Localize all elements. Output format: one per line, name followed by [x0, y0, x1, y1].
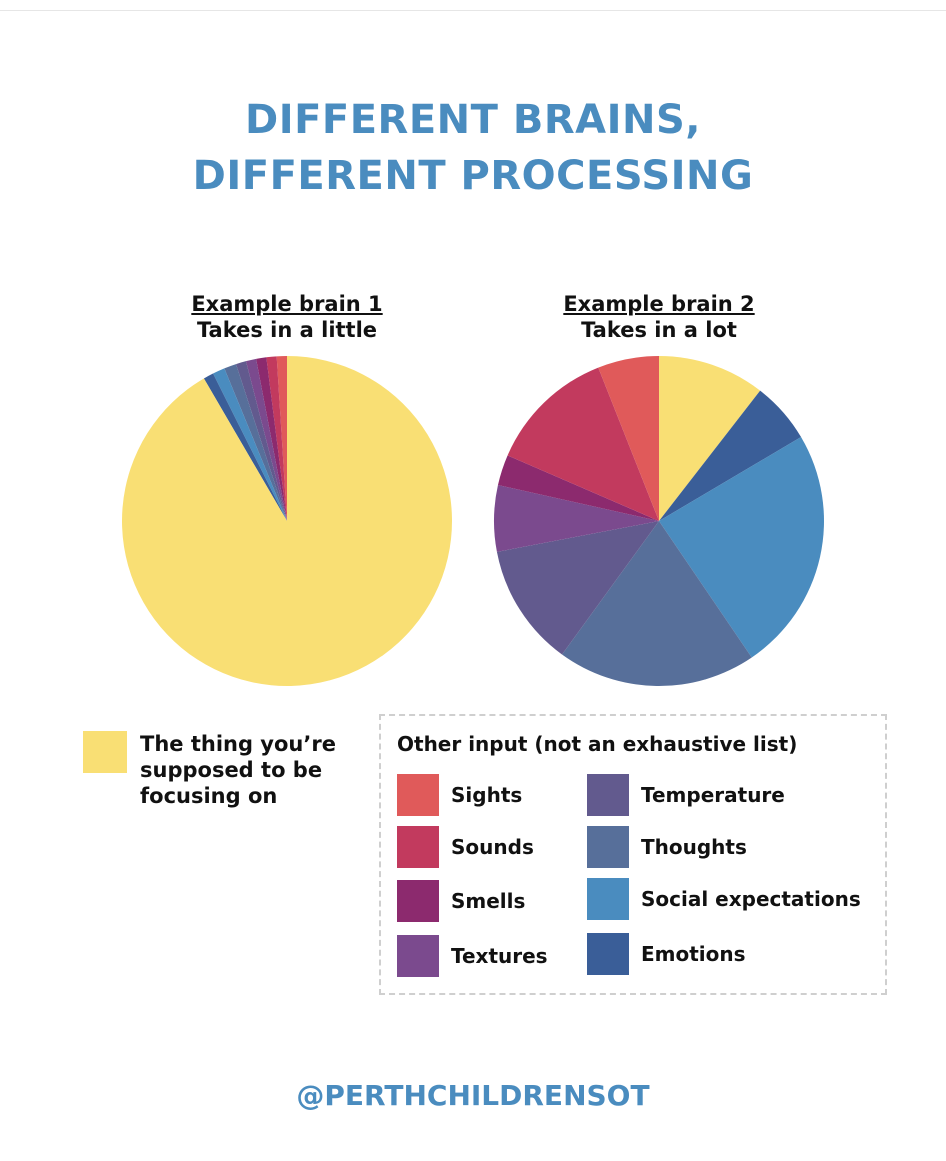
- legend-label-sounds: Sounds: [451, 835, 534, 859]
- legend-swatch-sounds: [397, 826, 439, 868]
- pie-2-slice-emotions: [659, 390, 802, 521]
- focus-legend-line-3: focusing on: [140, 784, 278, 808]
- legend-title: Other input (not an exhaustive list): [397, 732, 798, 756]
- chart-2-heading: Example brain 2 Takes in a lot: [489, 291, 829, 343]
- legend-swatch-social-expectations: [587, 878, 629, 920]
- pie-2-slice-sights: [598, 356, 659, 521]
- title-line-1: DIFFERENT BRAINS,: [245, 97, 701, 143]
- legend-swatch-temperature: [587, 774, 629, 816]
- chart-1-subtitle: Takes in a little: [196, 318, 378, 342]
- pie-chart-brain-1: [122, 355, 453, 686]
- legend-swatch-sights: [397, 774, 439, 816]
- chart-2-title: Example brain 2: [563, 292, 755, 316]
- focus-legend-swatch: [83, 731, 127, 773]
- legend-swatch-emotions: [587, 933, 629, 975]
- legend-label-smells: Smells: [451, 889, 526, 913]
- legend-label-sights: Sights: [451, 783, 523, 807]
- legend-swatch-thoughts: [587, 826, 629, 868]
- pie-2-slice-focus: [659, 356, 761, 521]
- pie-2-slice-smells: [497, 455, 659, 521]
- pie-1-slice-sights: [276, 356, 287, 521]
- pie-chart-brain-2: [494, 356, 824, 686]
- chart-1-heading: Example brain 1 Takes in a little: [117, 291, 457, 343]
- title-line-2: DIFFERENT PROCESSING: [192, 153, 754, 199]
- focus-legend-line-1: The thing you’re: [140, 732, 336, 756]
- pie-1-slice-temperature: [236, 361, 287, 521]
- pie-2-slice-temperature: [496, 521, 659, 655]
- pie-1-slice-textures: [245, 358, 287, 521]
- other-input-legend: [379, 714, 887, 995]
- legend-label-emotions: Emotions: [641, 942, 746, 966]
- focus-legend-line-2: supposed to be: [140, 758, 323, 782]
- focus-legend-label: The thing you’re supposed to be focusing…: [140, 731, 370, 809]
- chart-2-subtitle: Takes in a lot: [581, 318, 737, 342]
- pie-2-slice-sounds: [507, 367, 659, 521]
- pie-1-slice-focus: [122, 355, 453, 686]
- legend-swatch-textures: [397, 935, 439, 977]
- legend-label-textures: Textures: [451, 944, 548, 968]
- legend-label-thoughts: Thoughts: [641, 835, 747, 859]
- pie-2-slice-social: [659, 437, 824, 658]
- pie-1-slice-sounds: [266, 356, 287, 521]
- pie-2-slice-thoughts: [562, 521, 752, 686]
- legend-label-temperature: Temperature: [641, 783, 785, 807]
- footer-handle[interactable]: @PERTHCHILDRENSOT: [296, 1079, 650, 1112]
- page-title: DIFFERENT BRAINS, DIFFERENT PROCESSING: [0, 92, 946, 204]
- legend-label-social-expectations: Social expectations: [641, 887, 861, 911]
- pie-2-slice-textures: [494, 485, 659, 552]
- chart-1-title: Example brain 1: [191, 292, 383, 316]
- legend-swatch-smells: [397, 880, 439, 922]
- pie-1-slice-social: [213, 368, 287, 521]
- pie-1-slice-emotions: [203, 373, 287, 521]
- pie-1-slice-smells: [256, 357, 287, 521]
- pie-1-slice-thoughts: [224, 364, 287, 521]
- top-divider: [0, 10, 946, 11]
